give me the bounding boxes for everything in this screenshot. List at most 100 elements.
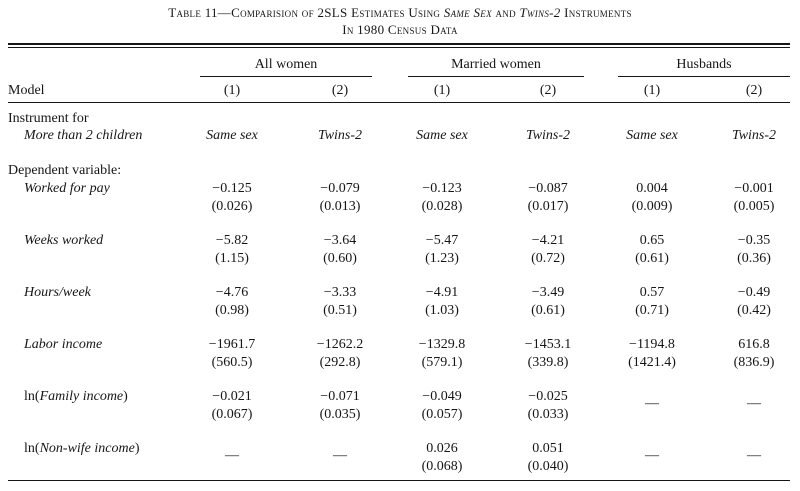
group-underline-all-women [200,76,372,77]
estimate-cell: −0.49 [737,285,771,300]
estimate-cell: 0.051 [532,441,564,456]
row-label: Hours/week [24,284,91,301]
model-label: Model [8,83,45,98]
group-header-married-women: Married women [451,57,541,72]
instrument-label: Instrument for [8,111,89,126]
row-label: Weeks worked [24,232,103,249]
estimate-cell: 616.8 [738,337,770,352]
instrument-sublabel: More than 2 children [24,128,143,143]
instrument-name: Twins-2 [731,128,777,143]
standard-error-cell: (0.005) [733,199,775,214]
estimate-cell: 0.57 [639,285,665,300]
standard-error-cell: (0.42) [737,303,771,318]
group-underline-husbands [618,76,790,77]
row-label-text: Hours/week [24,285,91,300]
standard-error-cell: (836.9) [733,355,775,370]
estimate-cell: −3.49 [531,285,565,300]
standard-error-cell: (0.017) [527,199,569,214]
standard-error-cell: (1.23) [425,251,459,266]
row-label-text: Labor income [24,337,103,352]
standard-error-cell: (0.61) [531,303,565,318]
group-underline-married-women [408,76,584,77]
standard-error-cell: (1421.4) [628,355,676,370]
standard-error-cell: (0.028) [421,199,463,214]
top-double-rule-upper [8,43,790,45]
estimate-cell: −1262.2 [316,337,364,352]
estimate-cell: −3.33 [323,285,357,300]
row-label: ln(Non-wife income) [24,440,140,457]
estimate-cell: −0.001 [734,181,774,196]
model-number: (1) [433,83,451,98]
standard-error-cell: (0.36) [737,251,771,266]
empty-cell-dash: — [645,396,659,411]
estimate-cell: −3.64 [323,233,357,248]
instrument-name: Twins-2 [525,128,571,143]
row-label-prefix: ln( [24,441,40,456]
instrument-name: Twins-2 [317,128,363,143]
model-number: (1) [643,83,661,98]
standard-error-cell: (0.51) [323,303,357,318]
group-header-husbands: Husbands [676,57,732,72]
standard-error-cell: (0.026) [211,199,253,214]
model-number: (1) [223,83,241,98]
empty-cell-dash: — [333,448,347,463]
standard-error-cell: (0.72) [531,251,565,266]
empty-cell-dash: — [225,448,239,463]
estimate-cell: 0.026 [426,441,458,456]
row-label-suffix: ) [123,389,128,404]
standard-error-cell: (579.1) [421,355,463,370]
model-number: (2) [331,83,349,98]
standard-error-cell: (0.013) [319,199,361,214]
row-label-text: Weeks worked [24,233,104,248]
row-label-prefix: ln( [24,389,40,404]
estimate-cell: −4.76 [215,285,249,300]
estimate-cell: −1329.8 [418,337,466,352]
standard-error-cell: (0.033) [527,407,569,422]
estimate-cell: −0.35 [737,233,771,248]
table-title-line-2: In 1980 Census Data [342,22,458,37]
row-label: ln(Family income) [24,388,128,405]
estimate-cell: −1194.8 [629,337,675,352]
standard-error-cell: (0.035) [319,407,361,422]
instrument-name: Same sex [416,128,468,143]
standard-error-cell: (0.98) [215,303,249,318]
row-label-suffix: ) [134,441,140,456]
standard-error-cell: (0.068) [421,459,463,474]
bottom-rule [8,480,790,481]
estimate-cell: −5.47 [425,233,459,248]
dependent-variable-label: Dependent variable: [8,163,122,178]
standard-error-cell: (0.71) [635,303,669,318]
standard-error-cell: (0.61) [635,251,669,266]
estimate-cell: −0.071 [320,389,360,404]
standard-error-cell: (0.040) [527,459,569,474]
model-number: (2) [745,83,763,98]
empty-cell-dash: — [645,448,659,463]
estimate-cell: −0.123 [422,181,462,196]
standard-error-cell: (0.009) [631,199,673,214]
table-title-line-1: Table 11—Comparision of 2SLS Estimates U… [168,5,632,20]
row-label: Worked for pay [24,180,110,197]
standard-error-cell: (0.057) [421,407,463,422]
estimate-cell: −4.21 [531,233,565,248]
standard-error-cell: (339.8) [527,355,569,370]
instrument-name: Same sex [206,128,258,143]
empty-cell-dash: — [747,448,761,463]
row-label-text: Non-wife income [39,441,135,456]
estimate-cell: 0.65 [639,233,665,248]
estimate-cell: −0.021 [212,389,252,404]
standard-error-cell: (292.8) [319,355,361,370]
group-header-all-women: All women [254,57,318,72]
header-rule [8,102,790,103]
estimate-cell: −1961.7 [208,337,256,352]
row-label-text: Family income [39,389,124,404]
top-double-rule-lower [8,47,790,48]
model-number: (2) [539,83,557,98]
standard-error-cell: (560.5) [211,355,253,370]
row-label-text: Worked for pay [24,181,110,196]
empty-cell-dash: — [747,396,761,411]
standard-error-cell: (0.60) [323,251,357,266]
estimate-cell: −0.079 [320,181,360,196]
estimate-cell: 0.004 [636,181,668,196]
instrument-name: Same sex [626,128,678,143]
standard-error-cell: (1.15) [215,251,249,266]
